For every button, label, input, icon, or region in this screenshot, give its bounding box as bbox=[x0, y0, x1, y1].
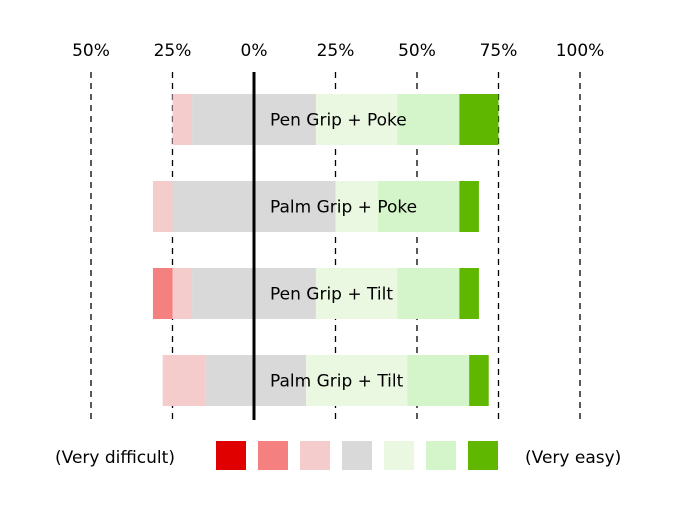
category-label: Palm Grip + Poke bbox=[270, 198, 417, 218]
bar-row bbox=[172, 94, 499, 145]
legend-left-label: (Very difficult) bbox=[55, 448, 175, 468]
bar-segment bbox=[407, 355, 470, 406]
legend-swatch bbox=[426, 441, 456, 470]
category-label: Palm Grip + Tilt bbox=[270, 372, 404, 392]
legend-swatch bbox=[216, 441, 246, 470]
legend-swatch bbox=[342, 441, 372, 470]
bar-segment bbox=[459, 181, 479, 232]
bar-segment bbox=[205, 355, 307, 406]
category-labels: Pen Grip + Poke Palm Grip + Poke Pen Grip … bbox=[270, 111, 417, 392]
bar-segment bbox=[469, 355, 489, 406]
x-tick-labels: 50% 25% 0% 25% 50% 75% 100% bbox=[72, 41, 604, 61]
x-tick-label: 75% bbox=[480, 41, 518, 61]
legend-swatch bbox=[384, 441, 414, 470]
bar-segment bbox=[152, 268, 173, 319]
x-tick-label: 25% bbox=[154, 41, 192, 61]
bar-row bbox=[162, 355, 489, 406]
bar-segment bbox=[315, 268, 398, 319]
bar-segment bbox=[152, 181, 173, 232]
bar-segment bbox=[377, 181, 460, 232]
bar-segment bbox=[172, 268, 193, 319]
x-tick-label: 100% bbox=[556, 41, 605, 61]
x-tick-label: 50% bbox=[72, 41, 110, 61]
bar-segment bbox=[172, 94, 193, 145]
category-label: Pen Grip + Poke bbox=[270, 111, 407, 131]
bar-segment bbox=[459, 94, 499, 145]
bar-rows bbox=[152, 94, 499, 406]
bar-segment bbox=[306, 355, 408, 406]
x-tick-label: 50% bbox=[398, 41, 436, 61]
bar-segment bbox=[397, 94, 460, 145]
x-tick-label: 0% bbox=[241, 41, 268, 61]
legend: (Very difficult) (Very easy) bbox=[55, 441, 621, 470]
bar-segment bbox=[335, 181, 378, 232]
bar-segment bbox=[459, 268, 479, 319]
legend-swatch bbox=[300, 441, 330, 470]
legend-swatch bbox=[258, 441, 288, 470]
x-tick-label: 25% bbox=[317, 41, 355, 61]
legend-right-label: (Very easy) bbox=[525, 448, 621, 468]
legend-swatch bbox=[468, 441, 498, 470]
bar-segment bbox=[397, 268, 460, 319]
bar-segment bbox=[162, 355, 206, 406]
category-label: Pen Grip + Tilt bbox=[270, 285, 393, 305]
bar-segment bbox=[315, 94, 398, 145]
